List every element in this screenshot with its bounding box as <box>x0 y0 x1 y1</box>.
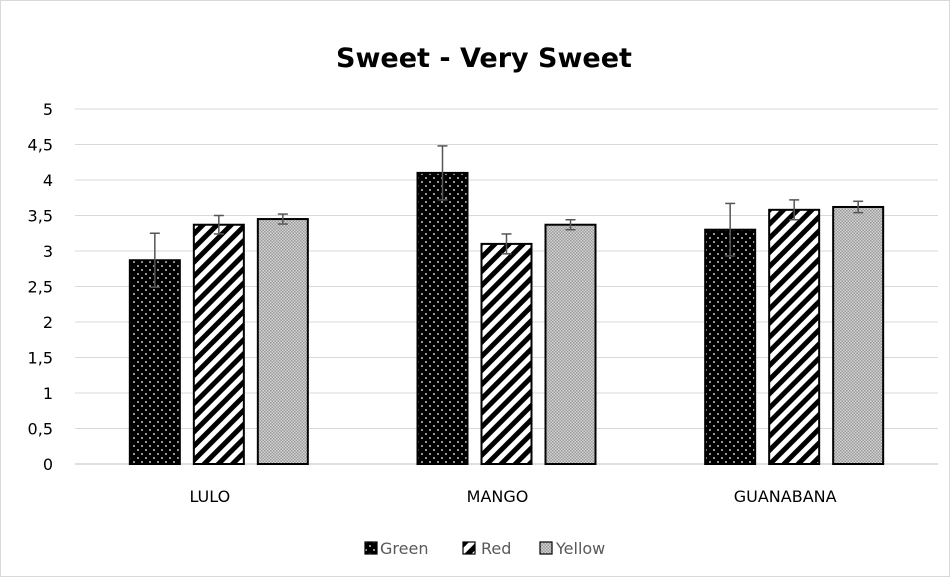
legend: Green Red Yellow <box>364 539 605 558</box>
error-bar <box>437 145 448 201</box>
error-bar <box>501 233 512 255</box>
error-bar <box>789 199 800 221</box>
error-bar <box>853 200 864 214</box>
error-bar <box>565 219 576 231</box>
legend-swatch-yellow <box>539 541 553 555</box>
bar-yellow-lulo <box>256 218 309 465</box>
chart-title: Sweet - Very Sweet <box>336 43 632 74</box>
error-bar <box>213 214 224 235</box>
y-tick-label: 1,5 <box>28 349 53 368</box>
y-tick-label: 3 <box>43 242 53 261</box>
bar-green-guanabana <box>704 228 757 465</box>
y-tick-label: 0,5 <box>28 420 53 439</box>
bar-yellow-mango <box>544 223 597 465</box>
legend-label-yellow: Yellow <box>555 539 605 558</box>
y-tick-label: 2 <box>43 313 53 332</box>
bars <box>128 171 885 466</box>
bar-red-lulo <box>192 223 245 465</box>
y-tick-label: 5 <box>43 100 53 119</box>
bar-green-mango <box>416 171 469 465</box>
bar-red-guanabana <box>768 208 821 465</box>
error-bar <box>277 213 288 225</box>
error-bars <box>149 145 864 288</box>
legend-label-green: Green <box>380 539 428 558</box>
x-tick-label: LULO <box>189 487 230 506</box>
y-tick-label: 1 <box>43 384 53 403</box>
x-tick-label: MANGO <box>467 487 529 506</box>
x-axis-ticks: LULO MANGO GUANABANA <box>189 487 836 506</box>
legend-label-red: Red <box>481 539 511 558</box>
error-bar <box>725 202 736 257</box>
bar-red-mango <box>480 242 533 465</box>
legend-swatch-green <box>364 541 378 555</box>
bar-green-lulo <box>128 259 181 466</box>
y-axis-ticks: 0 0,5 1 1,5 2 2,5 3 3,5 4 4,5 5 <box>28 100 53 474</box>
legend-swatch-red <box>462 541 476 555</box>
y-tick-label: 2,5 <box>28 278 53 297</box>
y-tick-label: 3,5 <box>28 207 53 226</box>
y-tick-label: 4,5 <box>28 136 53 155</box>
y-tick-label: 4 <box>43 171 53 190</box>
x-tick-label: GUANABANA <box>734 487 837 506</box>
y-tick-label: 0 <box>43 455 53 474</box>
bar-yellow-guanabana <box>832 205 885 465</box>
error-bar <box>149 232 160 288</box>
